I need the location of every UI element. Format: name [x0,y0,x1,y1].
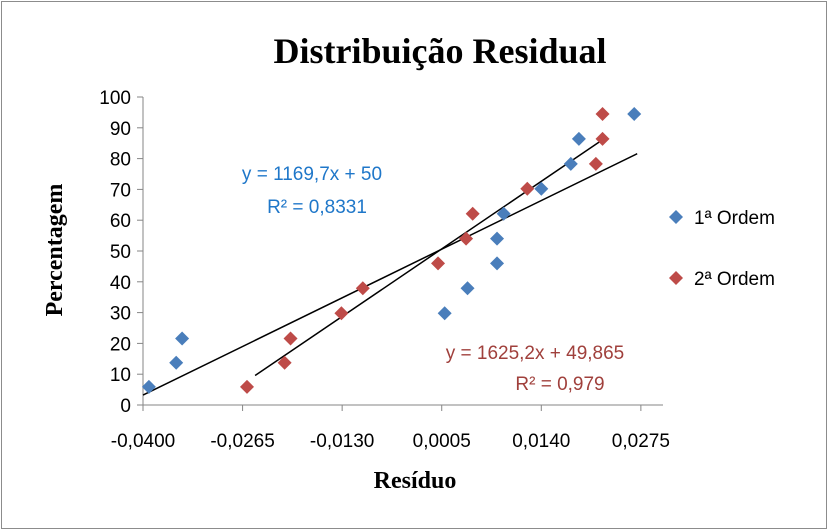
legend-marker-series2 [669,271,683,285]
legend-label-series1: 1ª Ordem [694,208,775,229]
y-tick-label: 40 [110,273,131,294]
data-point-series1 [490,231,505,246]
data-point-series2 [465,206,480,221]
data-point-series2 [355,281,370,296]
data-point-series2 [240,379,254,394]
x-tick-label: 0,0005 [413,431,471,452]
data-point-series2 [595,131,610,146]
data-point-series2 [459,231,474,246]
y-tick-label: 20 [110,334,131,355]
x-axis-title: Resíduo [374,468,457,494]
series2-r2: R² = 0,979 [515,374,604,395]
data-point-series1 [571,131,586,146]
series1-r2: R² = 0,8331 [267,197,367,218]
data-point-series1 [141,379,156,394]
data-point-series1 [437,306,452,321]
data-point-series2 [334,306,349,321]
y-tick-label: 10 [110,365,131,386]
series2-equation: y = 1625,2x + 49,865 [446,343,625,364]
y-tick-label: 90 [110,119,131,140]
data-point-series2 [431,256,446,271]
legend-marker-series1 [669,210,683,224]
y-tick-label: 70 [110,180,131,201]
y-tick-label: 60 [110,211,131,232]
data-point-series1 [534,181,549,196]
data-points [141,106,642,394]
data-point-series1 [490,256,505,271]
data-point-series2 [588,156,603,171]
data-point-series2 [277,355,292,370]
x-tick-label: -0,0400 [111,431,175,452]
y-tick-label: 100 [99,88,131,109]
x-tick-label: 0,0275 [612,431,670,452]
y-tick-label: 30 [110,304,131,325]
x-tick-label: -0,0265 [210,431,274,452]
y-tick-label: 50 [110,242,131,263]
y-tick-label: 80 [110,150,131,171]
chart-title: Distribuição Residual [273,31,606,71]
axes: 0 10 20 30 40 50 60 70 80 90 100 -0,0400 -0,0265 -0,0… [99,88,670,452]
x-tick-label: 0,0140 [512,431,570,452]
data-point-series2 [283,331,298,346]
data-point-series1 [460,281,475,296]
series1-equation: y = 1169,7x + 50 [242,164,382,185]
data-point-series1 [175,331,190,346]
data-point-series1 [627,106,642,121]
legend-label-series2: 2ª Ordem [694,269,775,290]
y-axis-title: Percentagem [42,184,68,317]
data-point-series1 [496,206,511,221]
data-point-series1 [563,156,578,171]
legend: 1ª Ordem 2ª Ordem [669,208,775,290]
data-point-series1 [169,355,184,370]
data-point-series2 [595,106,610,121]
trendline-series2 [254,136,607,377]
x-tick-label: -0,0130 [310,431,374,452]
y-tick-label: 0 [120,396,131,417]
trendline-series1 [142,153,638,396]
data-point-series2 [520,181,535,196]
trendlines [142,136,638,396]
